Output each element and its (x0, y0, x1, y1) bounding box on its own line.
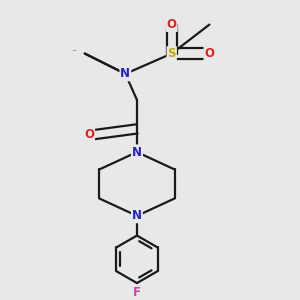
Text: O: O (204, 47, 214, 60)
Text: N: N (120, 67, 130, 80)
Text: N: N (132, 146, 142, 159)
Text: N: N (132, 146, 142, 159)
Text: O: O (84, 128, 94, 141)
Text: methyl: methyl (73, 50, 78, 51)
Text: S: S (167, 47, 176, 60)
Text: O: O (167, 18, 177, 31)
Text: N: N (132, 209, 142, 222)
Text: F: F (133, 286, 141, 299)
